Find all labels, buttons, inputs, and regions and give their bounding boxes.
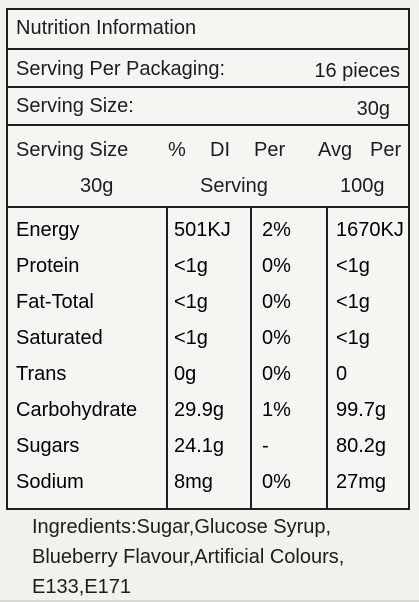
nutrient-di: 0% [262,363,291,385]
nutrient-per-100g: 80.2g [336,435,387,457]
nutrient-name: Protein [16,255,80,277]
nutrient-rows: Energy 501KJ 2% 1670KJ Protein <1g 0% <1… [8,208,408,508]
nutrient-name: Trans [16,363,67,385]
header-percent: % [168,139,186,161]
header-serving: Serving [200,175,268,197]
header-avg: Avg [318,139,353,161]
serving-per-packaging-label: Serving Per Packaging: [16,58,226,80]
nutrient-per-100g: 27mg [336,471,387,493]
nutrient-per-serving: 501KJ [174,219,231,241]
ingredients-line: Ingredients:Sugar,Glucose Syrup, [32,516,332,538]
nutrient-di: 0% [262,471,291,493]
nutrient-per-serving: 8mg [174,471,213,493]
nutrient-name: Saturated [16,327,103,349]
nutrient-name: Sodium [16,471,84,493]
nutrient-per-100g: 1670KJ [336,219,404,241]
nutrient-per-100g: <1g [336,291,370,313]
table-title: Nutrition Information [16,17,197,39]
nutrient-di: 0% [262,291,291,313]
serving-per-packaging-row: Serving Per Packaging: 16 pieces [8,50,408,88]
nutrient-per-serving: <1g [174,291,208,313]
nutrient-di: 2% [262,219,291,241]
column-separator [326,208,328,508]
nutrient-per-100g: <1g [336,327,370,349]
nutrient-per-100g: <1g [336,255,370,277]
nutrient-per-serving: <1g [174,255,208,277]
header-serving-size: Serving Size [16,139,129,161]
nutrient-per-100g: 99.7g [336,399,387,421]
nutrient-di: - [262,435,269,457]
header-100g: 100g [340,175,385,197]
nutrient-per-100g: 0 [336,363,348,385]
nutrient-di: 1% [262,399,291,421]
serving-per-packaging-value: 16 pieces [314,60,400,82]
serving-size-row: Serving Size: 30g [8,88,408,126]
header-30g: 30g [80,175,114,197]
serving-size-label: Serving Size: [16,95,134,117]
ingredients-line: Blueberry Flavour,Artificial Colours, [32,546,345,568]
ingredients-text: Ingredients:Sugar,Glucose Syrup, Blueber… [32,512,402,602]
nutrient-per-serving: <1g [174,327,208,349]
column-separator [250,208,252,508]
header-per-2: Per [370,139,402,161]
nutrient-per-serving: 29.9g [174,399,225,421]
header-per-1: Per [254,139,286,161]
nutrient-name: Fat-Total [16,291,94,313]
nutrient-per-serving: 0g [174,363,197,385]
serving-size-value: 30g [356,98,390,120]
header-di: DI [210,139,230,161]
nutrition-table: Nutrition Information Serving Per Packag… [6,8,410,510]
title-row: Nutrition Information [8,10,408,50]
ingredients-line: E133,E171 [32,576,131,598]
nutrient-di: 0% [262,327,291,349]
column-separator [166,208,168,508]
nutrient-name: Sugars [16,435,80,457]
nutrient-per-serving: 24.1g [174,435,225,457]
nutrient-di: 0% [262,255,291,277]
nutrient-name: Energy [16,219,80,241]
column-header: Serving Size % DI Per Avg Per 30g Servin… [8,126,408,208]
nutrient-name: Carbohydrate [16,399,138,421]
